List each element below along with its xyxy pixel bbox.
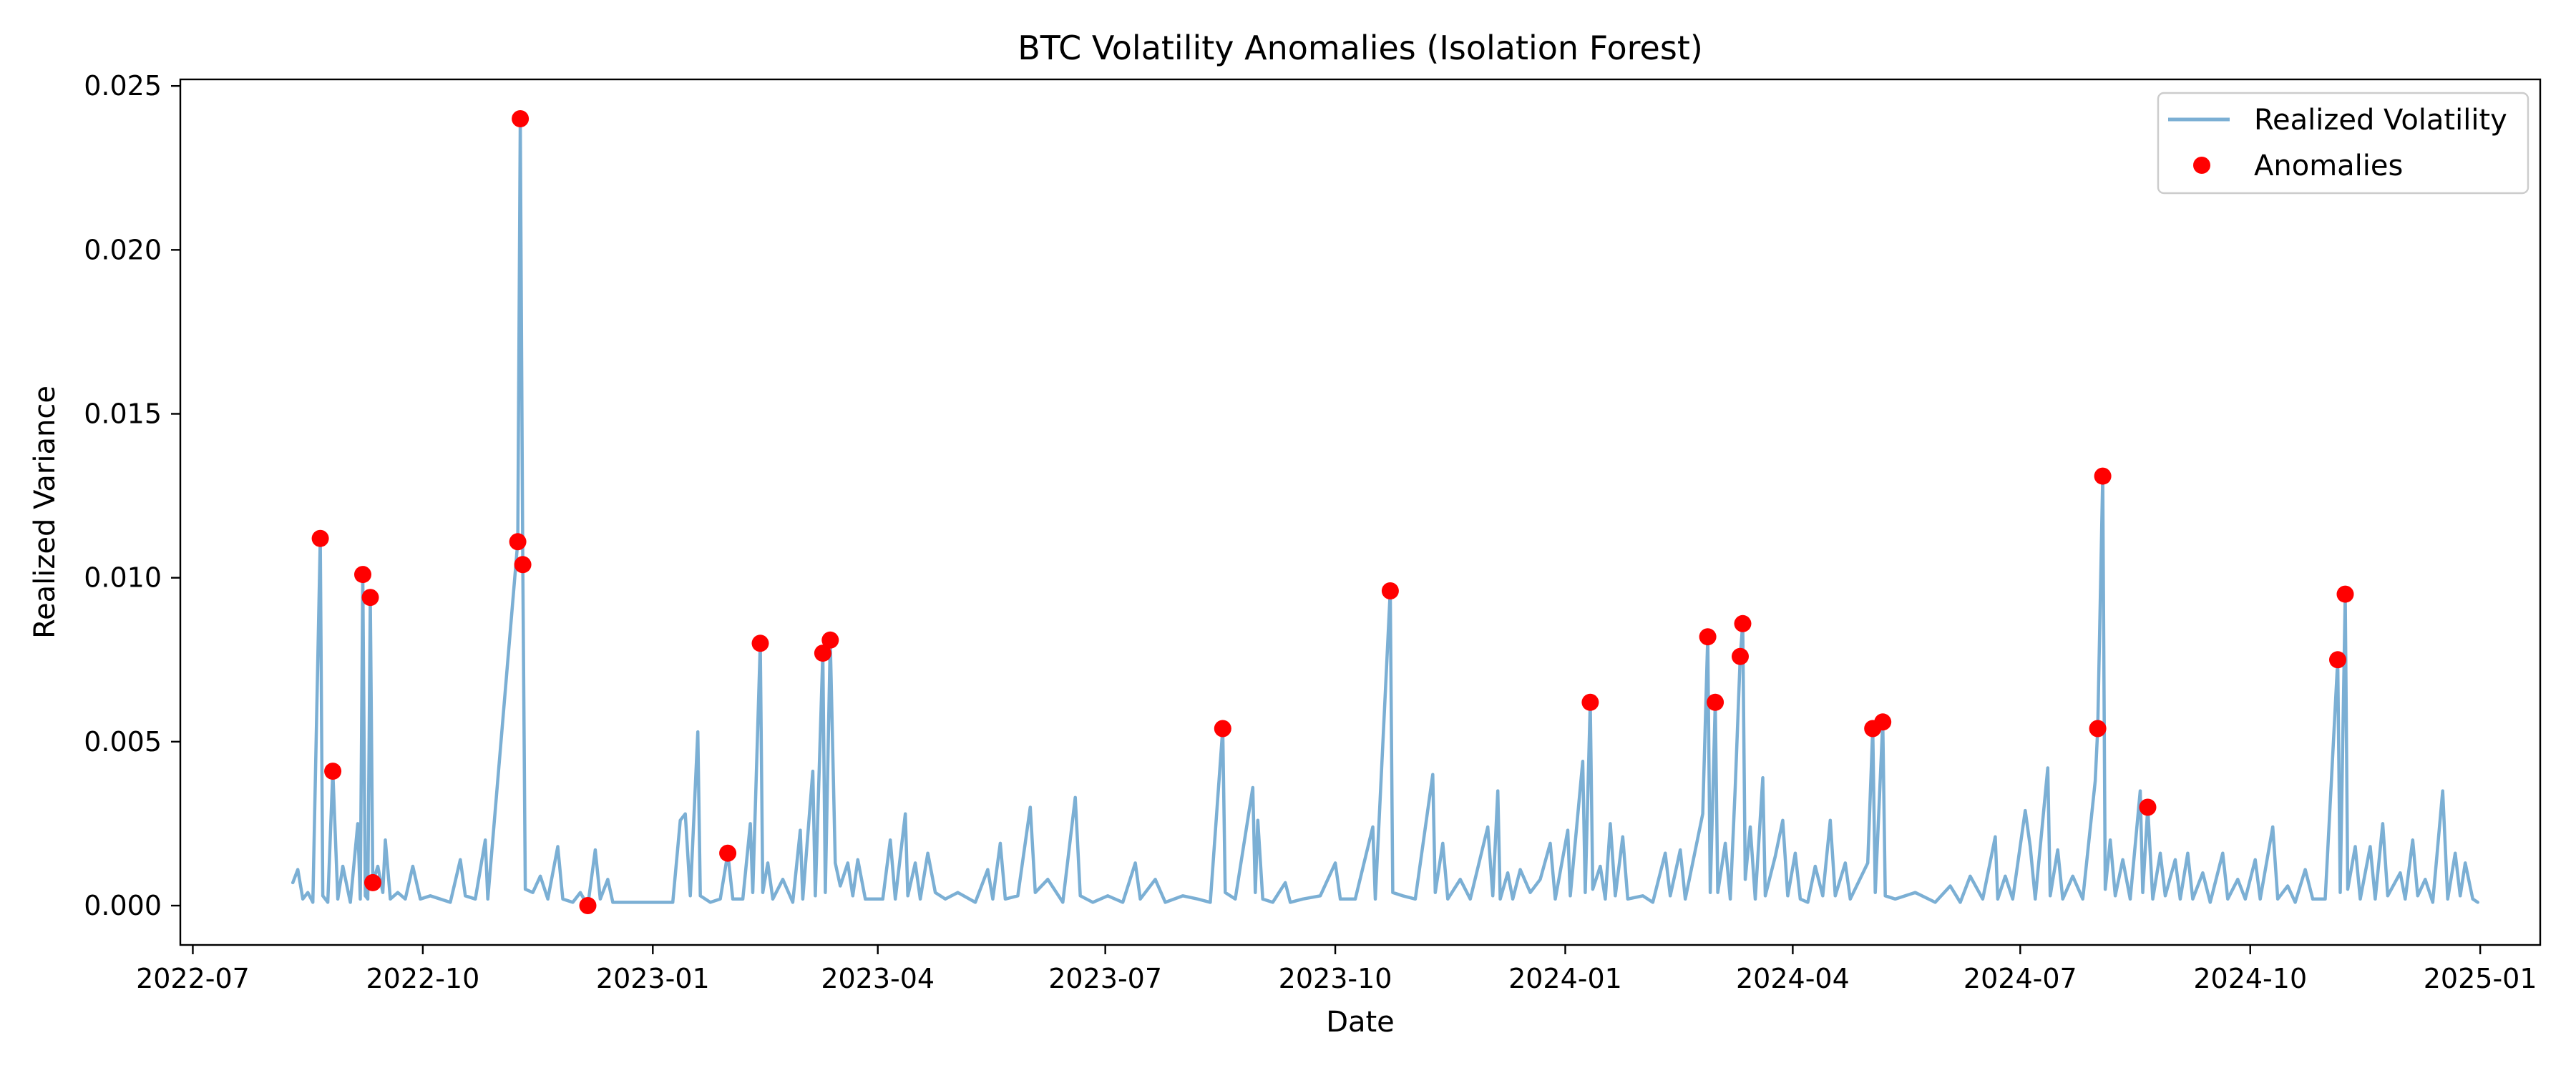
y-tick-label: 0.020 — [84, 234, 162, 265]
anomaly-point — [814, 645, 831, 662]
y-axis-ticks: 0.000 0.005 0.010 0.015 0.020 0.025 — [84, 70, 180, 921]
anomaly-point — [1581, 693, 1599, 711]
anomaly-point — [1732, 647, 1749, 665]
anomaly-point — [2094, 467, 2112, 485]
x-tick-label: 2024-04 — [1736, 963, 1850, 994]
legend-label-volatility: Realized Volatility — [2254, 104, 2507, 137]
anomaly-point — [509, 533, 527, 551]
x-tick-label: 2023-10 — [1279, 963, 1392, 994]
legend-label-anomalies: Anomalies — [2254, 150, 2403, 182]
anomaly-point — [1381, 582, 1399, 599]
anomaly-point — [354, 566, 371, 584]
y-tick-label: 0.000 — [84, 890, 162, 921]
x-tick-label: 2022-07 — [136, 963, 250, 994]
y-tick-label: 0.010 — [84, 562, 162, 594]
anomaly-point — [361, 589, 379, 607]
anomaly-point — [514, 556, 532, 574]
x-axis-label: Date — [1326, 1006, 1395, 1039]
anomaly-point — [324, 763, 342, 780]
x-tick-label: 2023-04 — [821, 963, 935, 994]
x-tick-label: 2024-01 — [1508, 963, 1622, 994]
y-tick-label: 0.005 — [84, 726, 162, 758]
anomaly-point — [1214, 720, 1231, 738]
anomaly-point — [1707, 693, 1724, 711]
plot-area — [291, 110, 2479, 914]
anomaly-point — [2336, 585, 2354, 603]
anomaly-point — [2329, 651, 2346, 669]
x-tick-label: 2022-10 — [366, 963, 479, 994]
x-tick-label: 2024-07 — [1963, 963, 2077, 994]
anomaly-point — [1734, 614, 1752, 632]
x-tick-label: 2025-01 — [2424, 963, 2537, 994]
x-tick-label: 2023-01 — [596, 963, 710, 994]
plot-frame — [179, 78, 2542, 946]
anomaly-point — [1699, 628, 1717, 646]
y-axis-label: Realized Variance — [29, 386, 62, 639]
chart-title: BTC Volatility Anomalies (Isolation Fore… — [1018, 29, 1703, 67]
anomaly-point — [2089, 720, 2107, 738]
anomaly-point — [311, 529, 329, 547]
y-tick-label: 0.015 — [84, 398, 162, 430]
anomaly-point — [579, 897, 597, 914]
legend: Realized Volatility Anomalies — [2157, 92, 2529, 195]
x-tick-label: 2023-07 — [1048, 963, 1162, 994]
volatility-line — [291, 117, 2479, 908]
legend-marker-swatch — [2193, 157, 2210, 174]
anomaly-point — [821, 631, 839, 649]
anomaly-point — [2139, 798, 2157, 816]
anomaly-point — [512, 110, 530, 127]
x-tick-label: 2024-10 — [2193, 963, 2307, 994]
anomaly-point — [1874, 713, 1892, 731]
x-axis-ticks: 2022-07 2022-10 2023-01 2023-04 2023-07 2023-… — [136, 945, 2537, 994]
legend-box — [2157, 92, 2529, 195]
anomaly-point — [364, 873, 381, 891]
anomaly-point — [751, 635, 769, 652]
y-tick-label: 0.025 — [84, 70, 162, 102]
anomaly-point — [719, 844, 737, 862]
